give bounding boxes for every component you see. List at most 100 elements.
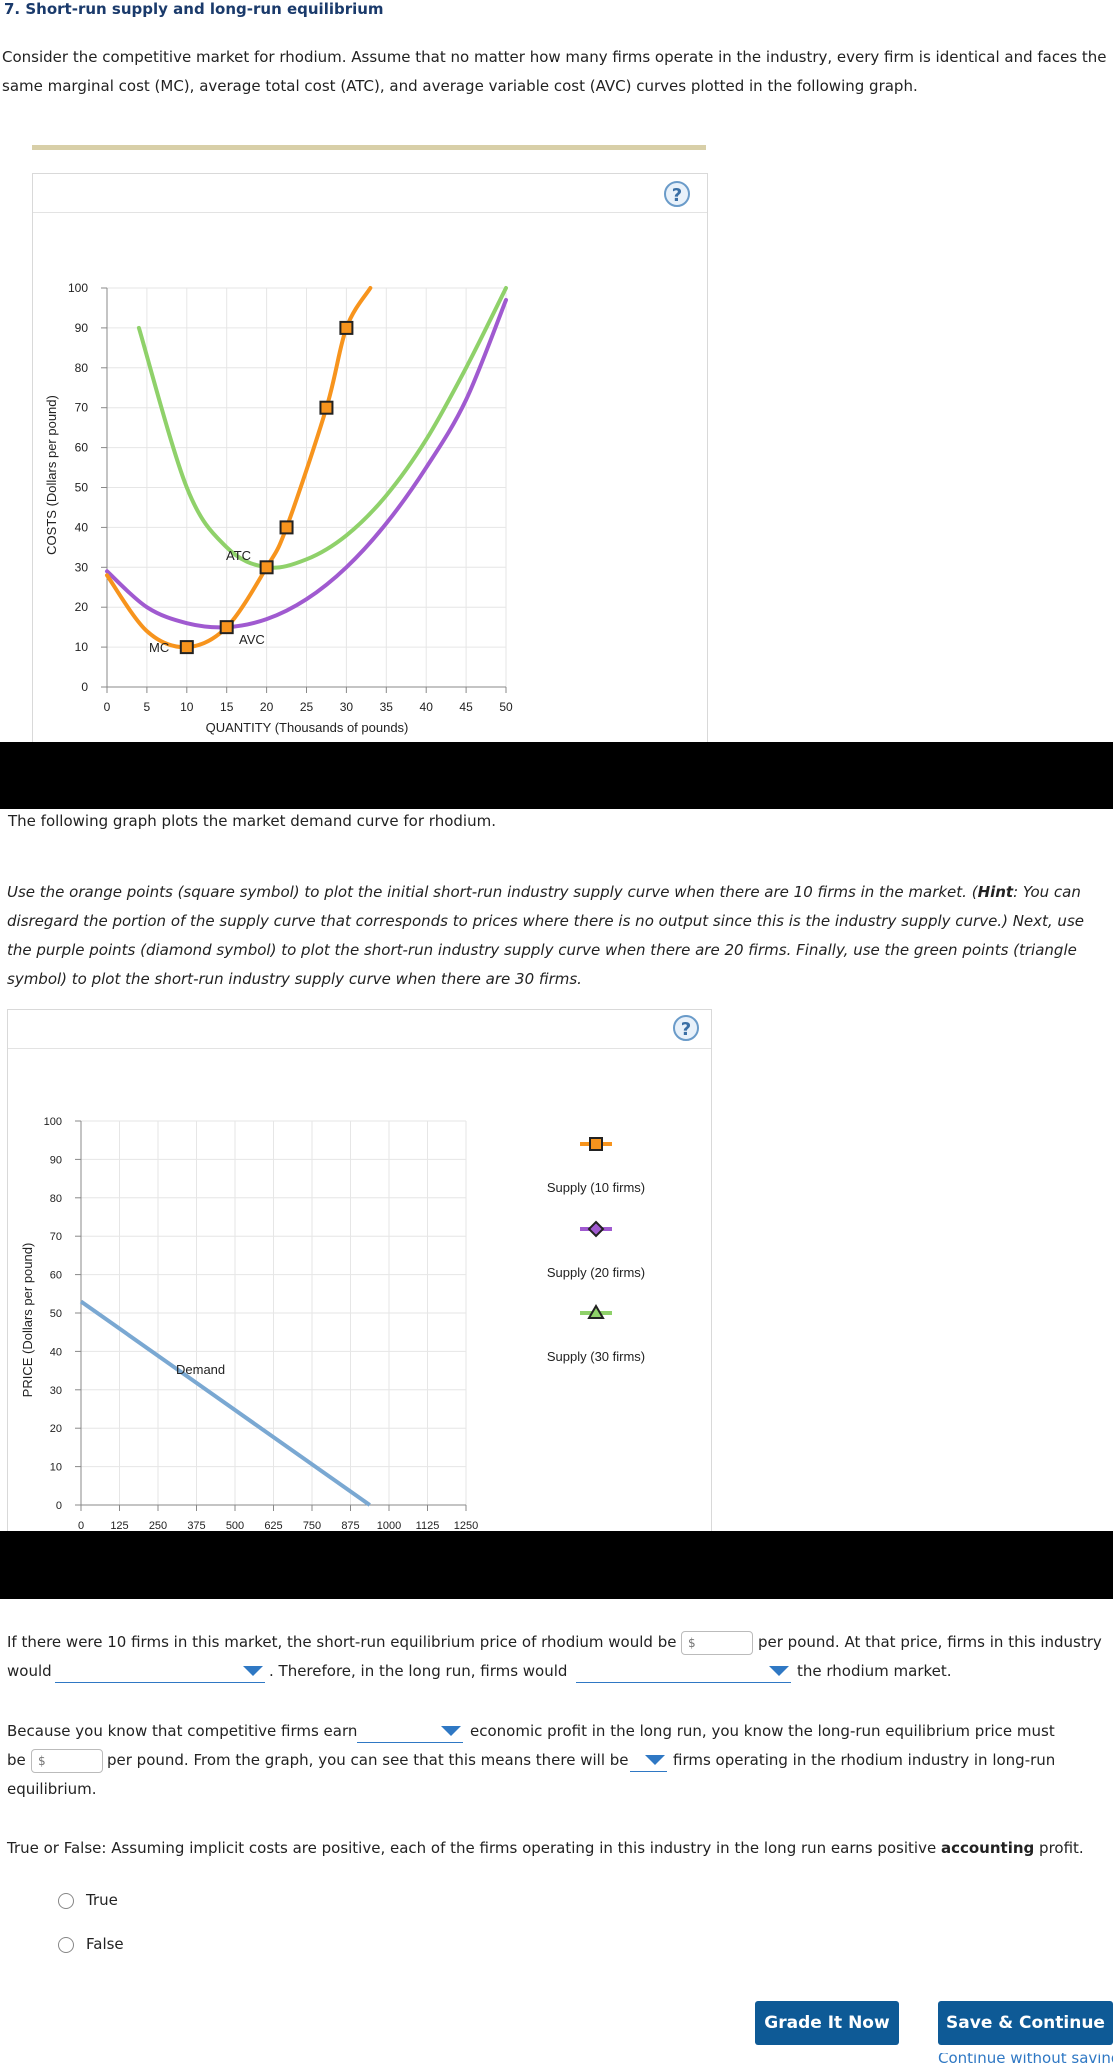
- y-tick-label: 100: [68, 281, 88, 295]
- x-tick-label: 30: [340, 700, 354, 714]
- x-tick-label: 1125: [416, 1520, 440, 1532]
- mc-marker-square: [339, 320, 354, 335]
- market-curves: [79, 1299, 371, 1507]
- x-tick-label: 125: [110, 1520, 128, 1532]
- market-grid: [81, 1120, 467, 1505]
- y-tick-label: 50: [75, 481, 89, 495]
- cost-graph-panel: ?: [32, 173, 708, 745]
- q2-price-input[interactable]: [31, 1749, 103, 1773]
- chevron-down-icon: [243, 1666, 263, 1676]
- x-tick-label: 375: [187, 1520, 205, 1532]
- x-tick-label: 625: [264, 1520, 282, 1532]
- false-radio[interactable]: [58, 1937, 74, 1953]
- q2-text-b: economic profit in the long run, you kno…: [470, 1722, 1055, 1740]
- continue-without-saving-link[interactable]: Continue without saving: [938, 2053, 1113, 2064]
- hint-label: Hint: [977, 883, 1014, 901]
- mc-marker-square: [319, 400, 334, 415]
- mc-label: MC: [149, 640, 169, 655]
- instructions-part1: Use the orange points (square symbol) to…: [7, 883, 978, 901]
- black-bar: [0, 1531, 1113, 1599]
- x-tick-label: 10: [180, 700, 194, 714]
- x-tick-label: 20: [260, 700, 274, 714]
- black-bar: [0, 742, 1113, 809]
- chevron-down-icon: [645, 1755, 665, 1765]
- y-tick-label: 30: [50, 1385, 62, 1397]
- q2-text-f: equilibrium.: [7, 1780, 97, 1798]
- x-tick-label: 250: [149, 1520, 167, 1532]
- legend-label: Supply (30 firms): [547, 1349, 645, 1364]
- q1-price-input[interactable]: [681, 1631, 753, 1655]
- help-icon[interactable]: ?: [664, 181, 690, 207]
- true-label[interactable]: True: [86, 1891, 118, 1909]
- legend-diamond-icon: [587, 1220, 605, 1238]
- demand-curve: [79, 1299, 371, 1507]
- q1-text-d: . Therefore, in the long run, firms woul…: [269, 1662, 568, 1680]
- y-tick-label: 40: [75, 520, 89, 534]
- x-tick-label: 25: [300, 700, 314, 714]
- avc-label: AVC: [239, 632, 265, 647]
- q2-text-e: firms operating in the rhodium industry …: [673, 1751, 1056, 1769]
- y-tick-label: 0: [81, 680, 88, 694]
- x-tick-label: 0: [78, 1520, 84, 1532]
- legend-label: Supply (10 firms): [547, 1180, 645, 1195]
- y-tick-label: 20: [75, 600, 89, 614]
- cost-grid: [107, 287, 507, 687]
- cost-x-axis-label: QUANTITY (Thousands of pounds): [206, 720, 409, 735]
- x-tick-label: 0: [104, 700, 111, 714]
- legend: Supply (10 firms) Supply (20 firms) Supply…: [547, 1137, 645, 1364]
- chevron-down-icon: [769, 1666, 789, 1676]
- y-tick-label: 20: [50, 1423, 62, 1435]
- x-tick-label: 35: [380, 700, 394, 714]
- y-tick-label: 60: [75, 441, 89, 455]
- q3-text-bold: accounting: [940, 1839, 1035, 1857]
- q3-text: True or False: Assuming implicit costs a…: [7, 1834, 1084, 1863]
- q3-text-a: True or False: Assuming implicit costs a…: [7, 1839, 937, 1857]
- y-tick-label: 80: [75, 361, 89, 375]
- q1-text-a: If there were 10 firms in this market, t…: [7, 1633, 677, 1651]
- mc-marker-square: [219, 620, 234, 635]
- intro-text: Consider the competitive market for rhod…: [2, 48, 1107, 95]
- cost-y-axis-label: COSTS (Dollars per pound): [44, 395, 59, 555]
- atc-curve: [136, 286, 508, 570]
- mc-marker-square: [259, 560, 274, 575]
- legend-triangle-icon: [587, 1304, 605, 1319]
- q3-text-b: profit.: [1039, 1839, 1084, 1857]
- x-tick-label: 1000: [377, 1520, 401, 1532]
- market-graph-panel: ?: [7, 1009, 712, 1533]
- false-label[interactable]: False: [86, 1935, 124, 1953]
- q2-text-c: be: [7, 1751, 26, 1769]
- q2-text-a: Because you know that competitive firms …: [7, 1722, 358, 1740]
- x-tick-label: 45: [459, 700, 473, 714]
- legend-label: Supply (20 firms): [547, 1265, 645, 1280]
- x-tick-label: 750: [303, 1520, 321, 1532]
- y-tick-label: 70: [75, 401, 89, 415]
- x-tick-label: 500: [226, 1520, 244, 1532]
- y-tick-label: 90: [50, 1154, 62, 1166]
- y-tick-label: 90: [75, 321, 89, 335]
- x-tick-label: 875: [341, 1520, 359, 1532]
- y-tick-label: 40: [50, 1346, 62, 1358]
- grade-it-now-button[interactable]: Grade It Now: [755, 2001, 899, 2045]
- q2-profit-dropdown[interactable]: [357, 1720, 463, 1743]
- q2-firms-dropdown[interactable]: [630, 1749, 667, 1772]
- demand-label: Demand: [176, 1362, 225, 1377]
- q1-profit-dropdown[interactable]: [55, 1660, 265, 1683]
- q2-text-d: per pound. From the graph, you can see t…: [107, 1751, 629, 1769]
- y-tick-label: 10: [50, 1462, 62, 1474]
- mc-marker-square: [279, 520, 294, 535]
- cost-curves: [105, 286, 508, 655]
- save-continue-button[interactable]: Save & Continue: [938, 2001, 1113, 2045]
- true-radio[interactable]: [58, 1893, 74, 1909]
- question-title: 7. Short-run supply and long-run equilib…: [4, 0, 384, 18]
- help-icon[interactable]: ?: [673, 1015, 699, 1041]
- avc-curve: [105, 297, 508, 630]
- y-tick-label: 10: [75, 640, 89, 654]
- market-chart: 0 125 250 375 500 625 750 875 1000 1125 1250 0 10 20 3…: [20, 1116, 645, 1532]
- q1-text-e: the rhodium market.: [797, 1662, 952, 1680]
- q1-text-c: would: [7, 1662, 52, 1680]
- q1-entry-dropdown[interactable]: [576, 1660, 791, 1683]
- y-tick-label: 100: [44, 1116, 62, 1128]
- y-tick-label: 0: [56, 1500, 62, 1512]
- y-tick-label: 60: [50, 1270, 62, 1282]
- cost-axes: 0 5 10 15 20 25 30 35 40 45 50 0 10 20 30 40 50 60 70 80 90 1…: [68, 281, 513, 714]
